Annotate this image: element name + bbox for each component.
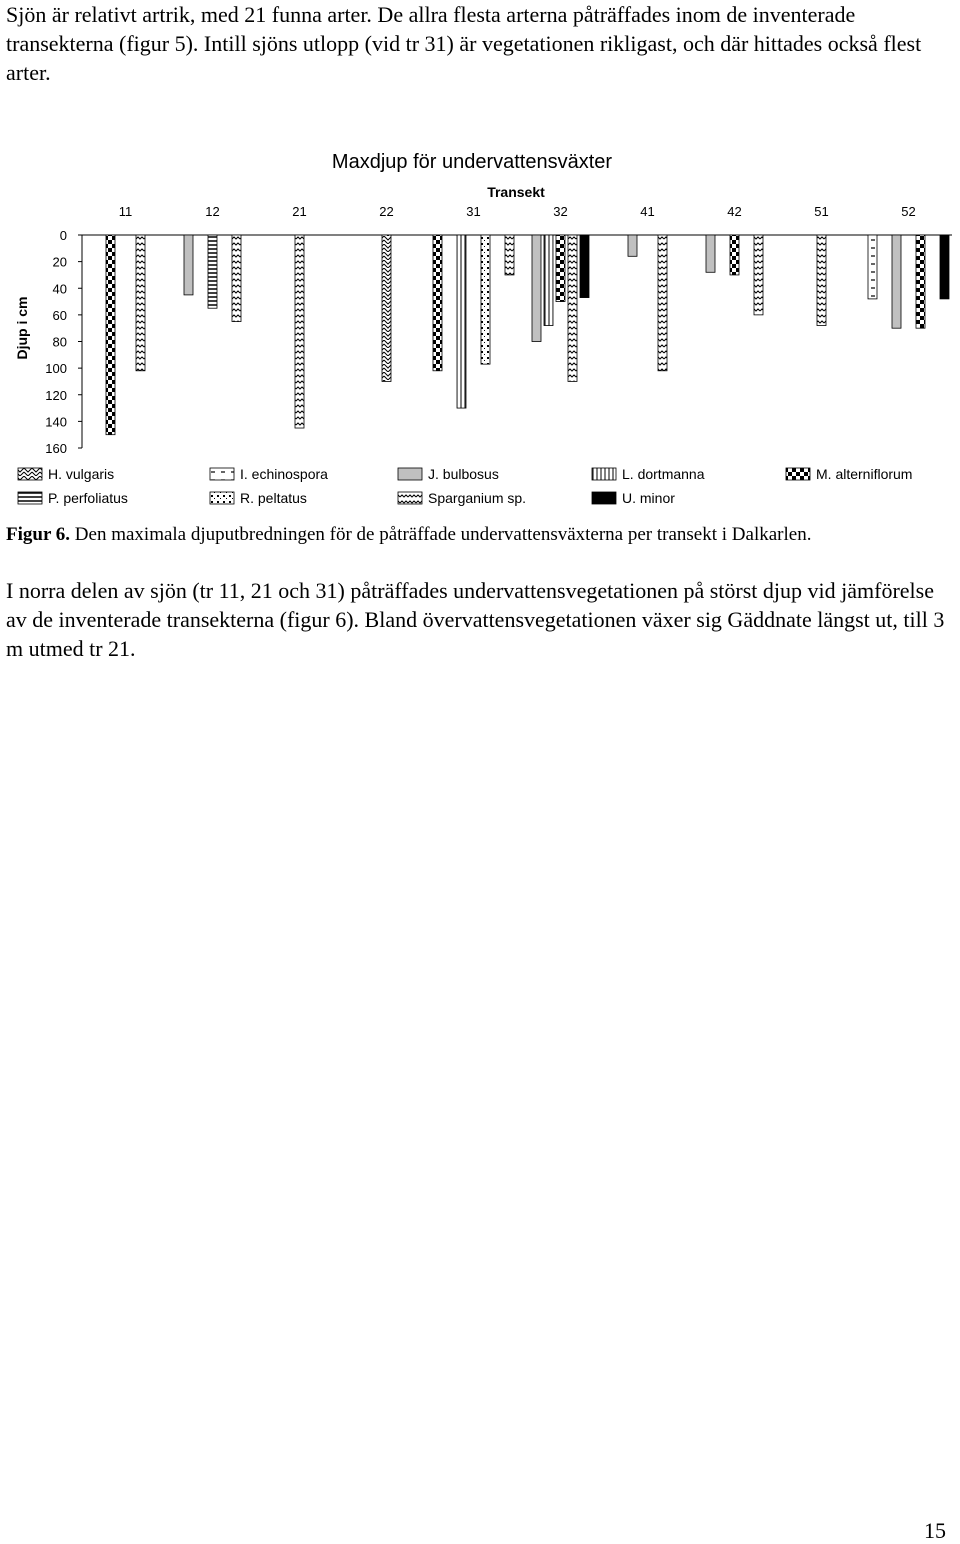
- x-tick-label: 42: [727, 204, 741, 219]
- x-tick-label: 11: [119, 204, 133, 219]
- x-tick-label: 32: [553, 204, 567, 219]
- page-number: 15: [924, 1518, 946, 1543]
- paragraph-results: I norra delen av sjön (tr 11, 21 och 31)…: [6, 578, 945, 661]
- bar: [480, 234, 491, 365]
- bar: [753, 234, 764, 316]
- bar: [705, 234, 716, 273]
- bar: [543, 234, 554, 326]
- depth-chart: Maxdjup för undervattensväxter Transekt …: [14, 151, 952, 506]
- bar: [915, 234, 926, 329]
- caption-text: Den maximala djuputbredningen för de påt…: [70, 524, 812, 545]
- legend-swatch: [397, 467, 423, 481]
- y-tick-label: 160: [45, 441, 67, 456]
- bar: [627, 234, 638, 257]
- bar: [555, 234, 566, 302]
- x-tick-label: 12: [205, 204, 219, 219]
- x-tick-label: 31: [466, 204, 480, 219]
- bar: [135, 234, 146, 372]
- bar: [207, 234, 218, 309]
- legend-swatch: [785, 467, 811, 481]
- bar: [939, 234, 950, 300]
- y-tick-label: 40: [53, 281, 67, 296]
- legend-swatch: [397, 491, 423, 505]
- x-tick-label: 41: [640, 204, 654, 219]
- chart-title: Maxdjup för undervattensväxter: [332, 151, 612, 173]
- bar: [567, 234, 578, 382]
- legend-label: R. peltatus: [240, 490, 307, 506]
- y-tick-label: 60: [53, 308, 67, 323]
- bar: [231, 234, 242, 322]
- bar: [867, 234, 878, 300]
- bar: [105, 234, 116, 436]
- y-axis-title: Djup i cm: [14, 296, 30, 359]
- y-tick-label: 100: [45, 361, 67, 376]
- y-tick-label: 80: [53, 335, 67, 350]
- bars: [105, 234, 950, 436]
- legend-label: J. bulbosus: [428, 466, 499, 482]
- y-tick-label: 0: [60, 228, 67, 243]
- legend-swatch: [17, 467, 43, 481]
- bar: [891, 234, 902, 329]
- legend-swatch: [17, 491, 43, 505]
- x-tick-labels: 11 12 21 22 31 32 41 42 51 52: [119, 204, 916, 219]
- caption-label: Figur 6.: [6, 524, 71, 545]
- y-tick-label: 20: [53, 255, 67, 270]
- legend-swatch: [209, 491, 235, 505]
- legend-swatch: [209, 467, 235, 481]
- bar: [432, 234, 443, 372]
- legend-label: M. alterniflorum: [816, 466, 912, 482]
- bar: [531, 234, 542, 342]
- y-tick-label: 140: [45, 414, 67, 429]
- bar: [183, 234, 194, 296]
- legend-label: H. vulgaris: [48, 466, 114, 482]
- legend-label: P. perfoliatus: [48, 490, 128, 506]
- bar: [381, 234, 392, 382]
- bar: [504, 234, 515, 276]
- legend: H. vulgaris I. echinospora J. bulbosus L. d…: [17, 466, 912, 506]
- bar: [729, 234, 740, 276]
- legend-label: L. dortmanna: [622, 466, 705, 482]
- bar: [657, 234, 668, 372]
- legend-label: U. minor: [622, 490, 675, 506]
- legend-label: I. echinospora: [240, 466, 328, 482]
- x-tick-label: 51: [814, 204, 828, 219]
- paragraph-intro: Sjön är relativt artrik, med 21 funna ar…: [6, 2, 922, 85]
- x-tick-label: 21: [292, 204, 306, 219]
- figure-caption: Figur 6. Den maximala djuputbredningen f…: [6, 523, 956, 547]
- bar: [579, 234, 590, 298]
- legend-swatch: [591, 467, 617, 481]
- x-tick-label: 22: [379, 204, 393, 219]
- y-tick-label: 120: [45, 388, 67, 403]
- bar: [456, 234, 467, 409]
- legend-swatch: [591, 491, 617, 505]
- x-tick-label: 52: [901, 204, 915, 219]
- x-axis-title: Transekt: [487, 184, 545, 200]
- legend-label: Sparganium sp.: [428, 490, 526, 506]
- bar: [816, 234, 827, 326]
- y-axis: 0 20 40 60 80 100 120 140 160: [45, 228, 952, 456]
- bar: [294, 234, 305, 429]
